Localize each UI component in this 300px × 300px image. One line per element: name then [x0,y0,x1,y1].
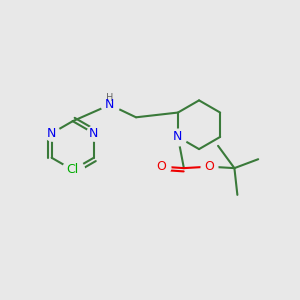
Text: H: H [106,93,114,103]
Text: N: N [89,127,98,140]
Text: N: N [105,98,115,111]
Text: N: N [173,130,183,143]
Text: N: N [47,127,56,140]
Text: O: O [204,160,214,173]
Text: O: O [157,160,166,173]
Text: Cl: Cl [67,164,79,176]
